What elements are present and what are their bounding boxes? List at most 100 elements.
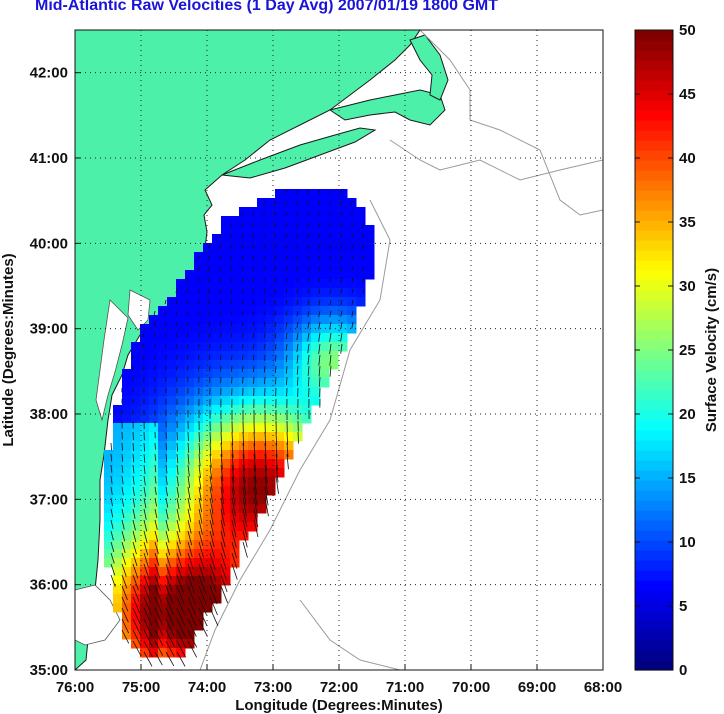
velocity-cell [275, 351, 285, 361]
colorbar-tick-label: 50 [679, 22, 696, 39]
velocity-arrow [351, 244, 354, 250]
velocity-cell [221, 567, 231, 577]
velocity-arrow [110, 519, 114, 529]
velocity-cell [131, 459, 141, 469]
velocity-cell [203, 594, 213, 604]
velocity-cell [365, 225, 375, 235]
velocity-cell [239, 504, 249, 514]
velocity-arrow [241, 343, 244, 349]
velocity-cell [248, 405, 258, 415]
colorbar-band [635, 180, 673, 191]
velocity-cell [158, 396, 168, 406]
velocity-cell [149, 432, 159, 442]
velocity-cell [113, 567, 123, 577]
velocity-cell [185, 612, 195, 622]
velocity-arrow [121, 563, 127, 577]
velocity-cell [275, 396, 285, 406]
velocity-cell [185, 468, 195, 478]
velocity-arrow [176, 497, 180, 510]
velocity-cell [167, 468, 177, 478]
velocity-arrow [154, 618, 164, 636]
velocity-cell [302, 261, 312, 271]
velocity-cell [149, 495, 159, 505]
velocity-cell [212, 486, 222, 496]
velocity-cell [194, 621, 204, 631]
velocity-cell [239, 261, 249, 271]
velocity-arrow [362, 222, 365, 227]
velocity-arrow [351, 222, 354, 227]
velocity-cell [194, 585, 204, 595]
velocity-cell [248, 423, 258, 433]
velocity-cell [302, 189, 312, 199]
velocity-arrow [252, 277, 255, 283]
velocity-arrow [252, 310, 255, 316]
velocity-cell [176, 468, 186, 478]
velocity-arrow [121, 508, 125, 519]
velocity-cell [248, 270, 258, 280]
velocity-arrow [121, 519, 125, 530]
velocity-cell [212, 243, 222, 253]
velocity-cell [284, 225, 294, 235]
colorbar-band [635, 280, 673, 291]
velocity-cell [347, 225, 357, 235]
velocity-cell [176, 540, 186, 550]
velocity-arrow [198, 475, 202, 490]
velocity-cell [230, 288, 240, 298]
velocity-arrow [351, 266, 354, 272]
velocity-cell [113, 540, 123, 550]
velocity-arrow [329, 277, 332, 283]
velocity-cell [176, 279, 186, 289]
velocity-arrow [165, 508, 169, 520]
velocity-cell [167, 450, 177, 460]
velocity-cell [158, 360, 168, 370]
velocity-arrow [154, 475, 157, 484]
velocity-cell [203, 468, 213, 478]
velocity-cell [194, 441, 204, 451]
colorbar-band [635, 450, 673, 461]
velocity-arrow [165, 640, 175, 657]
velocity-arrow [220, 519, 226, 537]
velocity-arrow [329, 288, 332, 294]
colorbar-band [635, 120, 673, 131]
velocity-arrow [253, 442, 256, 459]
velocity-cell [167, 333, 177, 343]
velocity-cell [221, 315, 231, 325]
velocity-cell [167, 486, 177, 496]
velocity-arrow [329, 321, 332, 330]
velocity-arrow [285, 255, 288, 261]
velocity-arrow [197, 299, 200, 305]
velocity-cell [185, 306, 195, 316]
velocity-arrow [164, 310, 167, 316]
velocity-cell [131, 414, 141, 424]
velocity-arrow [231, 475, 235, 495]
velocity-cell [230, 477, 240, 487]
velocity-cell [302, 279, 312, 289]
velocity-cell [131, 396, 141, 406]
velocity-cell [356, 216, 366, 226]
velocity-cell [329, 288, 339, 298]
velocity-cell [257, 207, 267, 217]
velocity-cell [329, 207, 339, 217]
velocity-cell [248, 486, 258, 496]
velocity-arrow [176, 343, 178, 349]
lon-tick-label: 72:00 [320, 679, 358, 696]
colorbar-band [635, 390, 673, 401]
velocity-cell [338, 252, 348, 262]
velocity-cell [266, 216, 276, 226]
velocity-cell [194, 567, 204, 577]
velocity-cell [257, 378, 267, 388]
velocity-arrow [340, 288, 343, 294]
velocity-arrow [296, 266, 299, 272]
velocity-cell [158, 306, 168, 316]
velocity-cell [185, 495, 195, 505]
velocity-cell [122, 540, 132, 550]
velocity-cell [131, 531, 141, 541]
velocity-cell [113, 549, 123, 559]
velocity-arrow [165, 453, 168, 462]
velocity-cell [131, 504, 141, 514]
velocity-cell [149, 477, 159, 487]
velocity-cell [149, 540, 159, 550]
velocity-cell [167, 297, 177, 307]
velocity-cell [302, 360, 312, 370]
